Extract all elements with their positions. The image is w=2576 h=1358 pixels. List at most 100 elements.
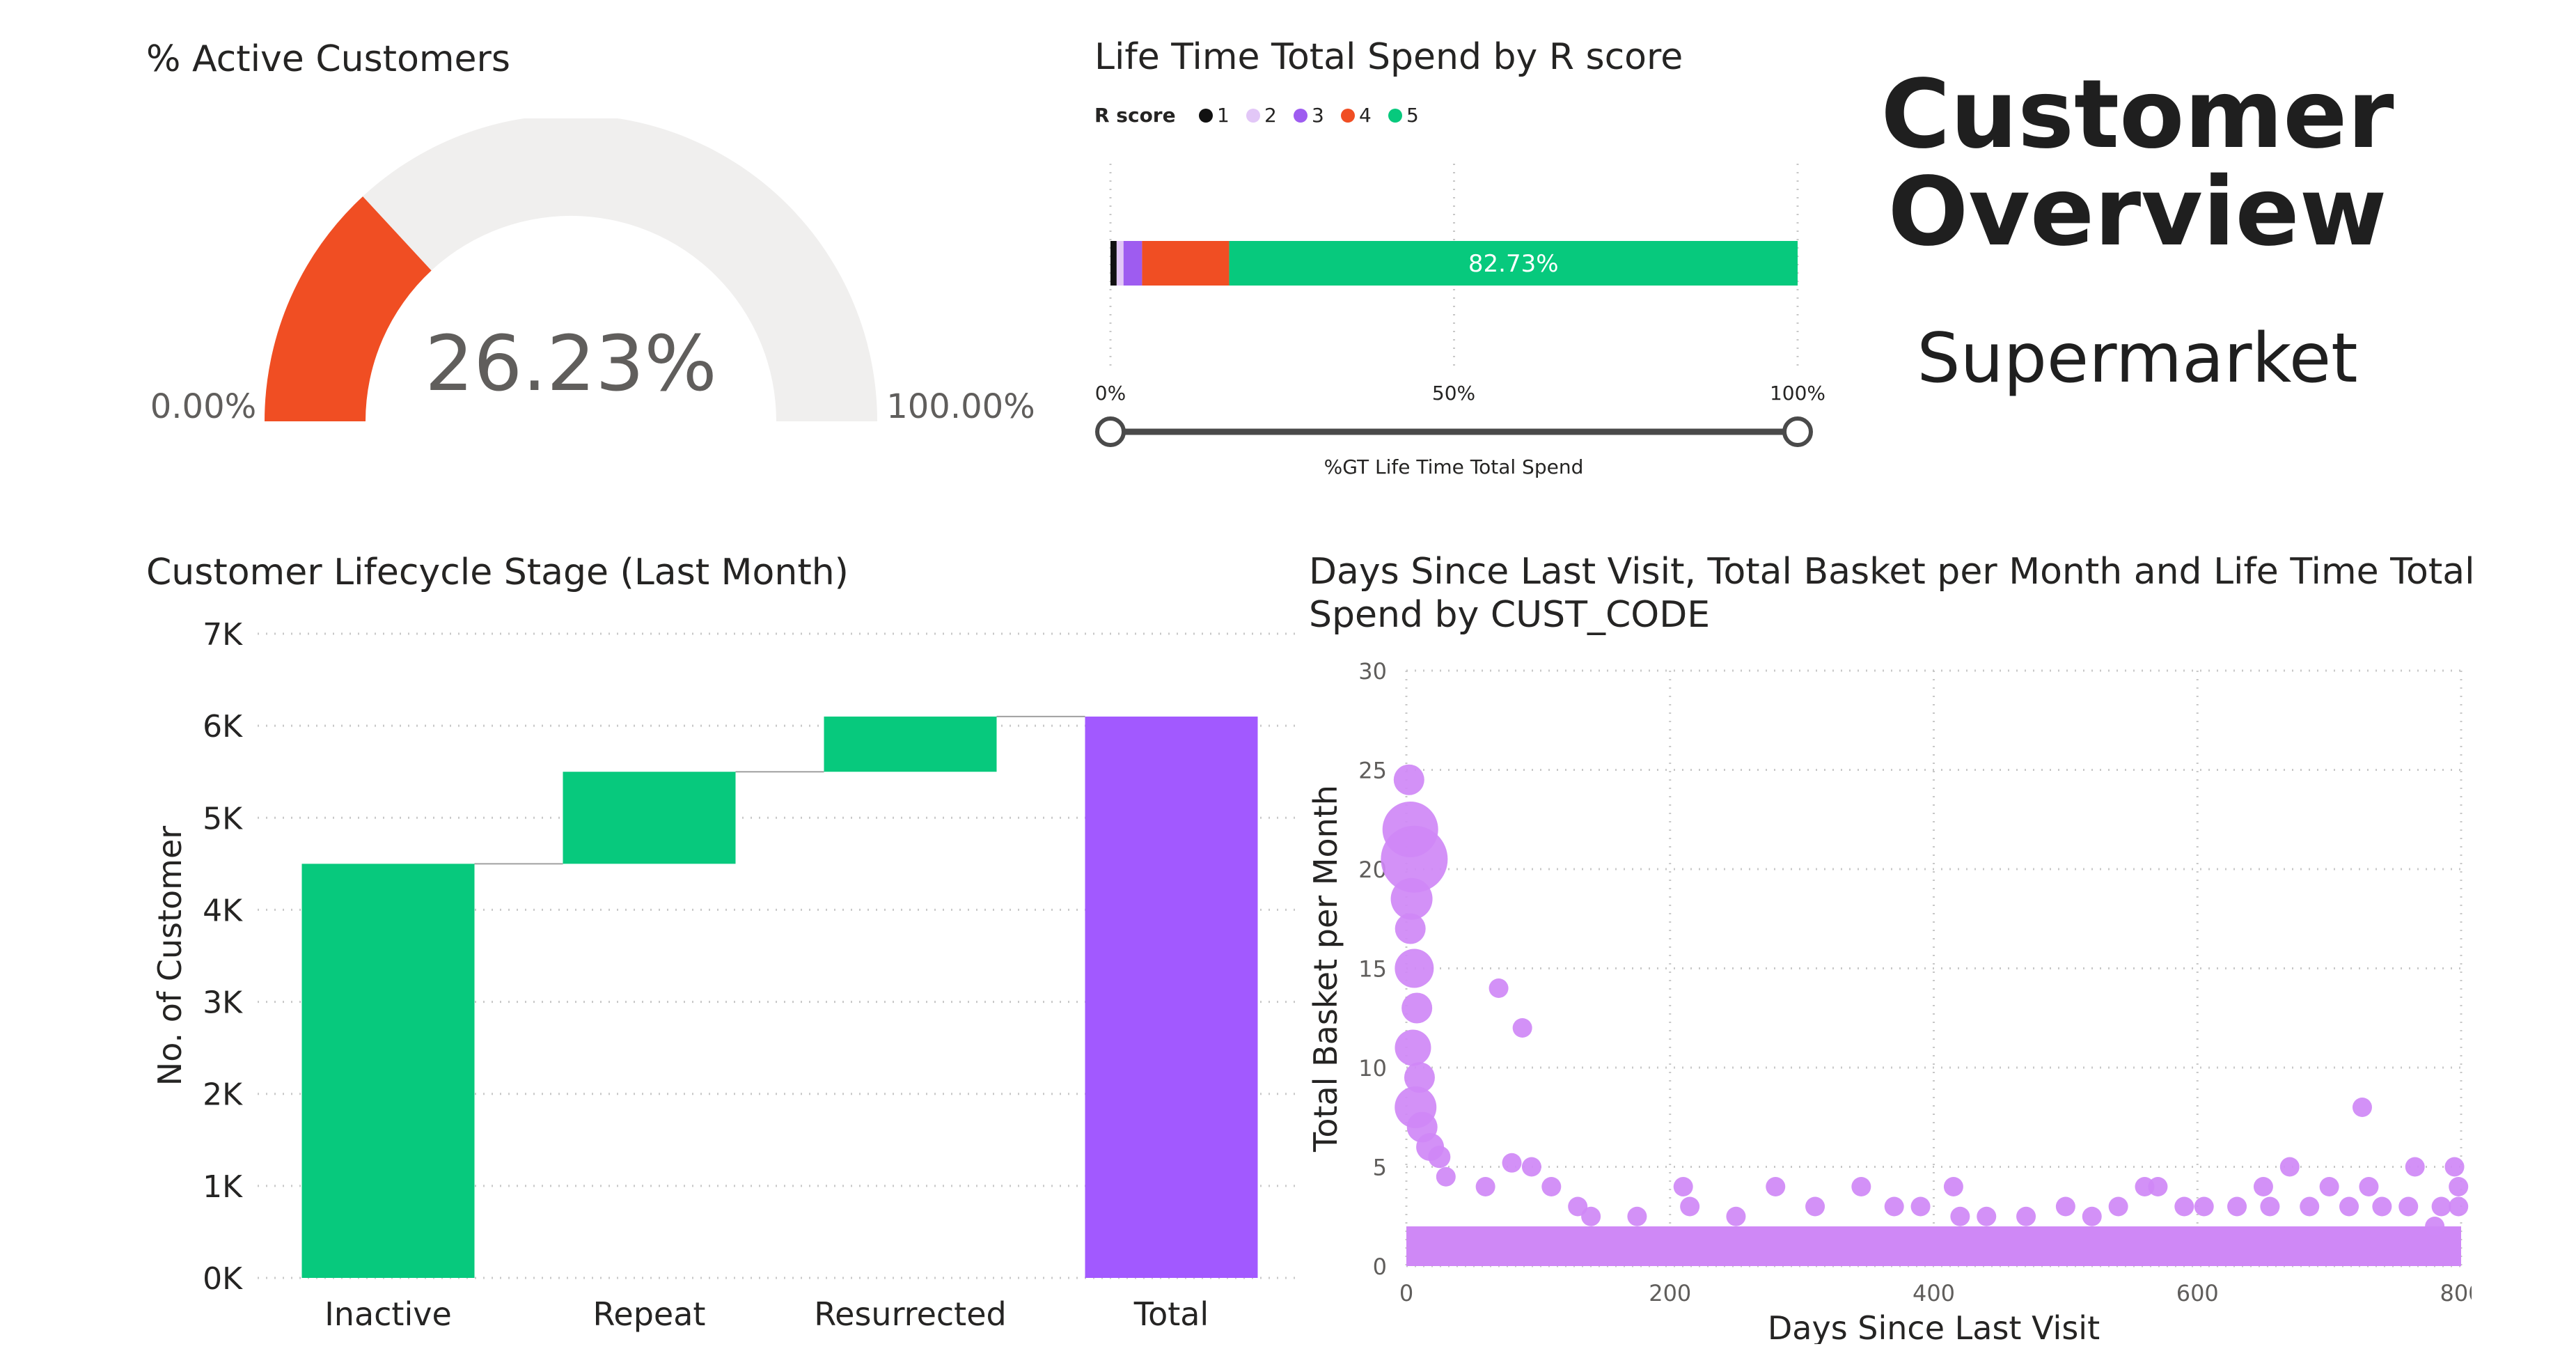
- spend-slider-handle-left[interactable]: [1095, 416, 1126, 447]
- legend-label-4: 4: [1359, 104, 1372, 127]
- scatter-point: [2300, 1196, 2320, 1217]
- waterfall-ytick: 4K: [203, 893, 243, 928]
- spend-bar-title: Life Time Total Spend by R score: [1094, 36, 1683, 78]
- scatter-xtick: 0: [1399, 1280, 1413, 1306]
- waterfall-bar-resurrected: [824, 716, 997, 772]
- gauge-track: [265, 118, 877, 421]
- scatter-point: [2108, 1196, 2128, 1217]
- scatter-point: [2444, 1157, 2465, 1177]
- report-title: Customer Overview: [1845, 66, 2430, 261]
- spend-tick-100: 100%: [1770, 382, 1825, 405]
- waterfall-xtick-total: Total: [1133, 1295, 1209, 1333]
- scatter-ytick: 0: [1373, 1254, 1387, 1280]
- scatter-point: [1521, 1157, 1541, 1177]
- scatter-point: [1475, 1177, 1495, 1196]
- scatter-point: [2082, 1206, 2102, 1226]
- scatter-xtick: 200: [1649, 1280, 1691, 1306]
- spend-tick-50: 50%: [1432, 382, 1475, 405]
- scatter-point: [2253, 1177, 2273, 1196]
- scatter-point: [2352, 1098, 2372, 1117]
- waterfall-bar-repeat: [563, 772, 736, 864]
- spend-tick-0: 0%: [1095, 382, 1126, 405]
- scatter-point: [2425, 1217, 2445, 1236]
- legend-label-5: 5: [1406, 104, 1419, 127]
- scatter-xtick: 400: [1913, 1280, 1955, 1306]
- scatter-ytick: 25: [1358, 758, 1387, 784]
- gauge-value-label: 26.23%: [425, 319, 716, 408]
- scatter-title-line1: Days Since Last Visit, Total Basket per …: [1309, 551, 2475, 593]
- scatter-point: [1950, 1206, 1970, 1226]
- scatter-point: [1512, 1018, 1532, 1038]
- spend-slider-handle-right[interactable]: [1782, 416, 1813, 447]
- gauge-chart: 26.23% 0.00% 100.00%: [150, 118, 1035, 426]
- waterfall-ytick: 0K: [203, 1261, 243, 1297]
- spend-segment-3: [1123, 241, 1142, 286]
- report-subtitle: Supermarket: [1917, 319, 2358, 398]
- scatter-ylabel: Total Basket per Month: [1307, 785, 1344, 1153]
- waterfall-ytick: 5K: [203, 801, 243, 836]
- waterfall-ytick: 3K: [203, 985, 243, 1021]
- scatter-point: [2431, 1196, 2451, 1217]
- scatter-point: [2148, 1177, 2168, 1196]
- waterfall-xtick-resurrected: Resurrected: [814, 1295, 1006, 1333]
- waterfall-ytick: 1K: [203, 1169, 243, 1205]
- waterfall-ytick: 6K: [203, 709, 243, 744]
- spend-axis-label: %GT Life Time Total Spend: [1324, 455, 1584, 478]
- waterfall-title: Customer Lifecycle Stage (Last Month): [146, 552, 849, 593]
- legend-label-3: 3: [1312, 104, 1324, 127]
- spend-segment-1: [1110, 241, 1117, 286]
- scatter-point: [2339, 1196, 2359, 1217]
- scatter-point: [2194, 1196, 2214, 1217]
- scatter-point: [1680, 1196, 1700, 1217]
- spend-bar-chart: R score 1 2 3 4 5 82.73% 0% 50% 100% %GT Lif…: [1094, 104, 1825, 478]
- scatter-point: [1404, 1062, 1435, 1093]
- scatter-point: [2055, 1196, 2075, 1217]
- scatter-point: [2016, 1206, 2036, 1226]
- scatter-title: Days Since Last Visit, Total Basket per …: [1309, 550, 2475, 637]
- legend-marker-5: [1388, 109, 1402, 123]
- scatter-point: [1393, 764, 1424, 795]
- waterfall-xtick-inactive: Inactive: [324, 1295, 452, 1333]
- legend-marker-4: [1341, 109, 1355, 123]
- scatter-point: [2449, 1177, 2469, 1196]
- scatter-title-line2: Spend by CUST_CODE: [1309, 594, 1711, 636]
- waterfall-bar-total: [1085, 716, 1258, 1278]
- legend-marker-2: [1246, 109, 1260, 123]
- scatter-ytick: 5: [1373, 1155, 1387, 1181]
- scatter-point: [2319, 1177, 2339, 1196]
- waterfall-ytick: 7K: [203, 617, 243, 653]
- waterfall-ylabel: No. of Customer: [151, 826, 189, 1086]
- scatter-ytick: 10: [1358, 1055, 1387, 1082]
- scatter-point: [2372, 1196, 2392, 1217]
- legend-marker-1: [1199, 109, 1213, 123]
- scatter-point: [1395, 1029, 1431, 1066]
- scatter-point: [1401, 992, 1433, 1024]
- scatter-point: [2227, 1196, 2247, 1217]
- spend-legend-title: R score: [1094, 104, 1176, 127]
- scatter-point: [1395, 949, 1434, 988]
- scatter-point: [1381, 825, 1448, 893]
- scatter-point: [1910, 1196, 1931, 1217]
- report-title-line1: Customer: [1880, 60, 2394, 170]
- scatter-ytick: 30: [1358, 658, 1387, 685]
- scatter-point: [1884, 1196, 1904, 1217]
- scatter-point: [2449, 1196, 2469, 1217]
- scatter-ytick: 15: [1358, 956, 1387, 983]
- scatter-point: [2174, 1196, 2194, 1217]
- gauge-title: % Active Customers: [146, 38, 510, 80]
- scatter-point: [1428, 1146, 1451, 1169]
- scatter-point: [1502, 1153, 1522, 1173]
- gauge-fill: [265, 196, 432, 421]
- waterfall-ytick: 2K: [203, 1077, 243, 1113]
- scatter-point: [1851, 1177, 1871, 1196]
- scatter-point: [1395, 913, 1426, 944]
- scatter-point: [1390, 877, 1433, 920]
- scatter-point: [2279, 1157, 2300, 1177]
- report-title-line2: Overview: [1887, 157, 2387, 267]
- scatter-point: [1726, 1206, 1746, 1226]
- scatter-chart: 0510152025300200400600800Days Since Last…: [1307, 658, 2472, 1344]
- scatter-point: [2359, 1177, 2379, 1196]
- scatter-point: [1673, 1177, 1693, 1196]
- spend-segment-4: [1142, 241, 1230, 286]
- scatter-point: [2405, 1157, 2425, 1177]
